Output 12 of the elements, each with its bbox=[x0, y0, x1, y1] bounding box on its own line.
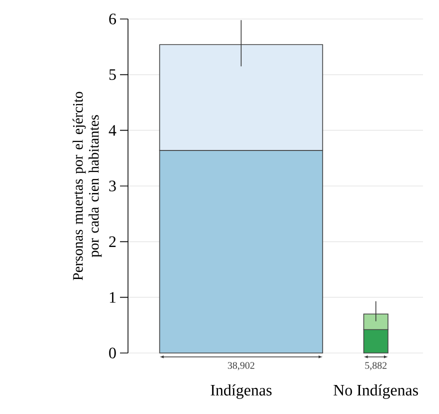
y-tick-label: 4 bbox=[108, 125, 116, 136]
y-axis-title: Personas muertas por el ejército por cada cien habitantes bbox=[72, 92, 102, 280]
y-tick-label: 1 bbox=[110, 292, 116, 303]
x-tick-label: Indígenas bbox=[210, 384, 272, 399]
y-tick-label: 0 bbox=[109, 348, 116, 358]
y-tick-label: 2 bbox=[109, 236, 116, 247]
x-tick-label: No Indígenas bbox=[334, 384, 418, 399]
text: 38,902 bbox=[228, 362, 254, 370]
y-tick-label: 6 bbox=[109, 14, 116, 24]
text: 5,882 bbox=[365, 362, 387, 370]
y-tick-label: 5 bbox=[109, 69, 116, 80]
y-tick-label: 3 bbox=[109, 180, 116, 192]
